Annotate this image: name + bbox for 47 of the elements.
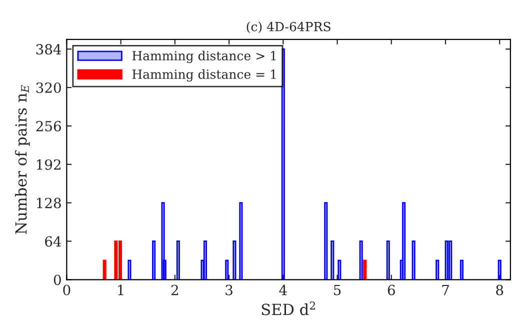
bar (161, 202, 165, 280)
bar (402, 202, 406, 280)
x-tick-label: 2 (171, 284, 178, 296)
bar (225, 260, 229, 280)
bar (232, 240, 236, 280)
y-tick-label: 192 (37, 159, 60, 170)
x-tick-label: 8 (496, 284, 504, 296)
y-tick-label: 0 (54, 274, 61, 286)
bar (118, 240, 122, 280)
x-tick-label: 0 (63, 284, 70, 296)
bar (102, 260, 106, 280)
y-tick-label: 64 (45, 236, 62, 247)
y-tick-label: 384 (36, 44, 62, 55)
bar (498, 260, 502, 280)
x-tick-label: 1 (118, 284, 124, 296)
x-tick-label: 7 (442, 284, 449, 296)
x-axis-title: SED d$^{2}$ (262, 302, 315, 316)
bar (412, 240, 416, 280)
bar (324, 202, 328, 280)
y-tick-label: 128 (37, 198, 61, 208)
bar (176, 240, 180, 280)
y-tick-label: 320 (36, 82, 61, 93)
legend-label: Hamming distance > 1 (132, 50, 276, 64)
y-tick-label: 256 (36, 120, 61, 132)
x-tick-label: 3 (226, 284, 232, 296)
y-axis-title: Number of pairs n$_{E}$ (14, 85, 30, 234)
bar (162, 260, 166, 280)
chart-title: (c) 4D-64PRS (246, 22, 330, 34)
bar (330, 240, 334, 280)
bar (436, 260, 440, 280)
bar (359, 240, 363, 280)
bar (281, 48, 285, 280)
x-tick-label: 4 (279, 284, 287, 296)
bar (338, 260, 342, 280)
x-tick-label: 5 (334, 284, 341, 296)
bar (114, 240, 118, 280)
bar (363, 260, 367, 280)
bar (448, 240, 452, 280)
bar (386, 240, 390, 280)
legend-label: Hamming distance = 1 (132, 69, 276, 82)
bar (152, 240, 156, 280)
bar (444, 240, 448, 280)
bar (239, 202, 243, 280)
bar (203, 240, 207, 280)
bar (128, 260, 132, 280)
bar (460, 260, 464, 280)
x-tick-label: 6 (388, 284, 395, 296)
